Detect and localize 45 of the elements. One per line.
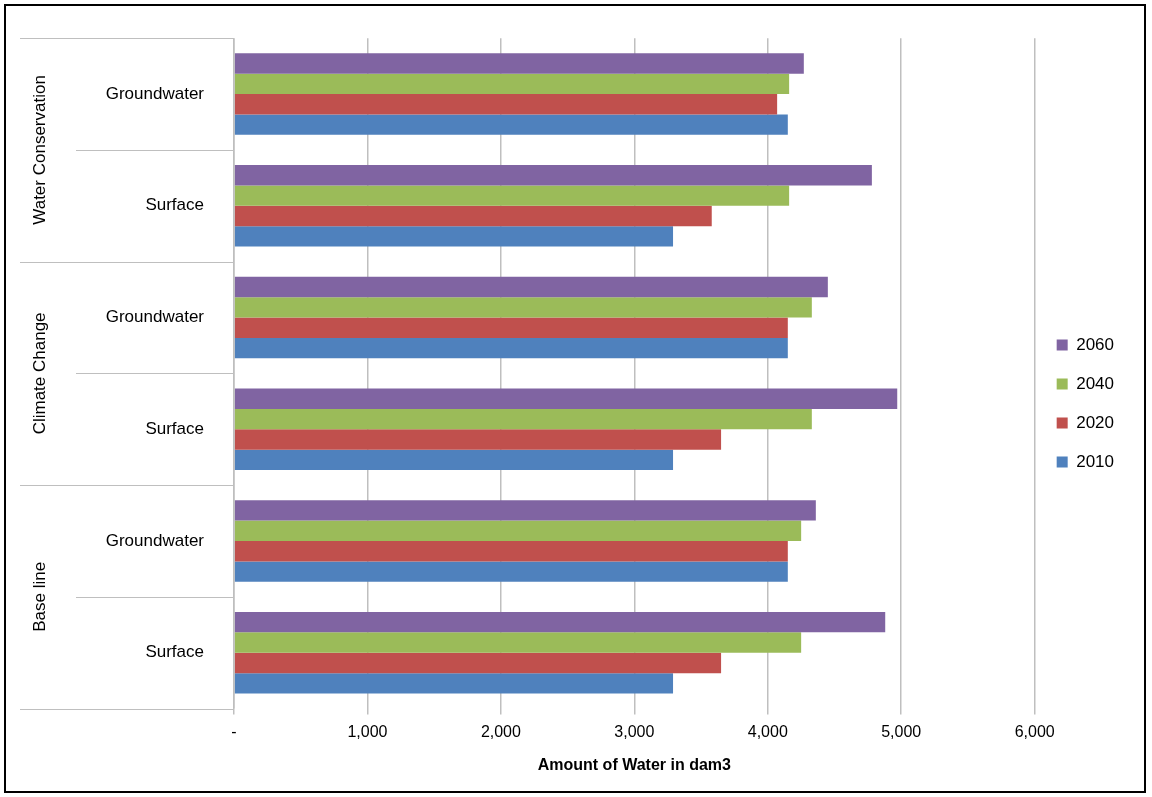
bar	[234, 611, 886, 633]
bar	[234, 94, 778, 115]
bar	[234, 53, 804, 74]
bar	[234, 165, 872, 186]
text: Climate Change	[29, 312, 49, 435]
x-tick-label: 6,000	[1014, 722, 1055, 740]
bar	[234, 114, 788, 135]
x-tick-label: 3,000	[614, 722, 655, 740]
text: Water Conservation	[29, 75, 49, 225]
bar	[234, 388, 898, 409]
bar	[234, 673, 674, 694]
y-tick-label: Surface	[145, 195, 204, 215]
bar	[234, 408, 812, 430]
legend-label: 2060	[1076, 334, 1115, 354]
x-tick-label: -	[231, 722, 237, 740]
bar	[234, 226, 674, 247]
x-tick-label: 4,000	[747, 722, 788, 740]
bar	[234, 73, 790, 95]
bar	[234, 520, 802, 541]
bar	[234, 652, 722, 674]
text: Base line	[29, 561, 49, 632]
legend-label: 2040	[1076, 373, 1115, 393]
y-tick-label: Surface	[145, 642, 204, 662]
y-tick-label: Surface	[145, 418, 204, 438]
x-tick-label: 1,000	[347, 722, 388, 740]
bar	[234, 632, 802, 653]
bar	[234, 276, 828, 298]
bar	[234, 205, 712, 227]
x-axis-title: Amount of Water in dam3	[537, 755, 732, 773]
bar	[234, 429, 722, 450]
y-tick-label: Groundwater	[105, 83, 205, 103]
y-tick-label: Groundwater	[105, 307, 205, 327]
bar	[234, 317, 788, 338]
x-tick-label: 2,000	[480, 722, 522, 740]
x-tick-label: 5,000	[881, 722, 922, 740]
bar	[234, 297, 812, 318]
bar	[234, 541, 788, 562]
y-tick-label: Groundwater	[105, 530, 205, 550]
bar	[234, 500, 816, 521]
bar	[234, 561, 788, 582]
legend-label: 2010	[1076, 451, 1115, 471]
bar	[234, 449, 674, 471]
legend-label: 2020	[1076, 412, 1115, 432]
bar	[234, 337, 788, 359]
bar	[234, 185, 790, 206]
